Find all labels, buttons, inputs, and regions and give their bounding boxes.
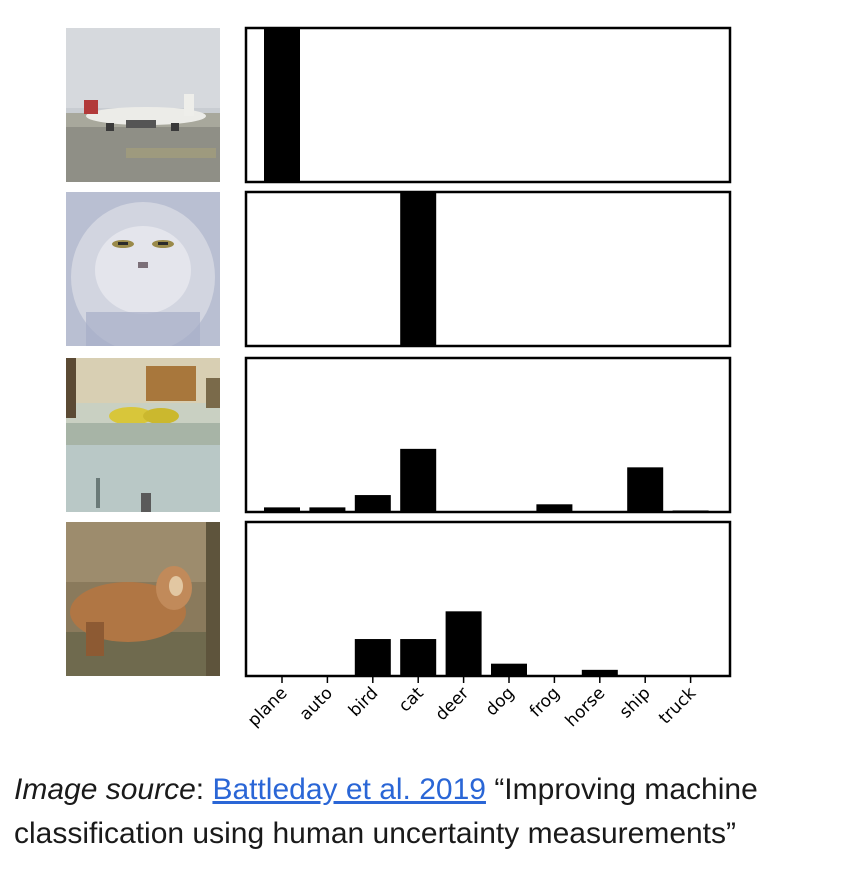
bar-truck-panel-3	[672, 510, 709, 512]
cat-thumbnail	[66, 192, 220, 346]
bar-horse-panel-4	[581, 669, 618, 676]
x-tick-label-deer: deer	[432, 683, 474, 725]
deer-image-icon	[66, 522, 220, 676]
bar-frog-panel-3	[536, 504, 573, 512]
x-tick-label-horse: horse	[562, 683, 610, 731]
caption-separator: :	[195, 773, 213, 806]
x-tick-label-bird: bird	[345, 683, 382, 720]
citation-link[interactable]: Battleday et al. 2019	[212, 773, 486, 806]
ship-image-icon	[66, 358, 220, 512]
ship-thumbnail	[66, 358, 220, 512]
bar-cat-panel-4	[400, 639, 437, 676]
bar-plane-panel-1	[264, 28, 300, 182]
x-tick-label-ship: ship	[616, 683, 655, 722]
cat-image-icon	[66, 192, 220, 346]
bar-plane-panel-3	[264, 507, 300, 512]
x-tick-label-cat: cat	[395, 683, 428, 716]
bar-dog-panel-4	[491, 663, 527, 676]
bar-auto-panel-3	[309, 507, 346, 512]
x-tick-label-plane: plane	[244, 683, 291, 730]
bar-ship-panel-3	[627, 467, 664, 512]
chart-panel-1	[244, 26, 732, 184]
bar-bird-panel-4	[354, 639, 391, 676]
bar-bird-panel-3	[354, 495, 391, 512]
chart-panel-2	[244, 190, 732, 348]
paper-title: “Improving machine classification using …	[14, 773, 758, 850]
bar-cat-panel-2	[400, 192, 437, 346]
airplane-thumbnail	[66, 28, 220, 182]
caption-prefix: Image source	[14, 773, 196, 806]
bar-cat-panel-3	[400, 448, 437, 512]
airplane-image-icon	[66, 28, 220, 182]
bar-deer-panel-4	[445, 611, 482, 676]
chart-panel-4	[244, 520, 732, 678]
image-source-caption: Image source: Battleday et al. 2019 “Imp…	[14, 768, 854, 856]
x-tick-label-dog: dog	[482, 683, 519, 720]
x-tick-label-auto: auto	[296, 683, 337, 724]
x-tick-label-frog: frog	[526, 683, 564, 721]
x-tick-label-truck: truck	[655, 683, 700, 728]
deer-thumbnail	[66, 522, 220, 676]
